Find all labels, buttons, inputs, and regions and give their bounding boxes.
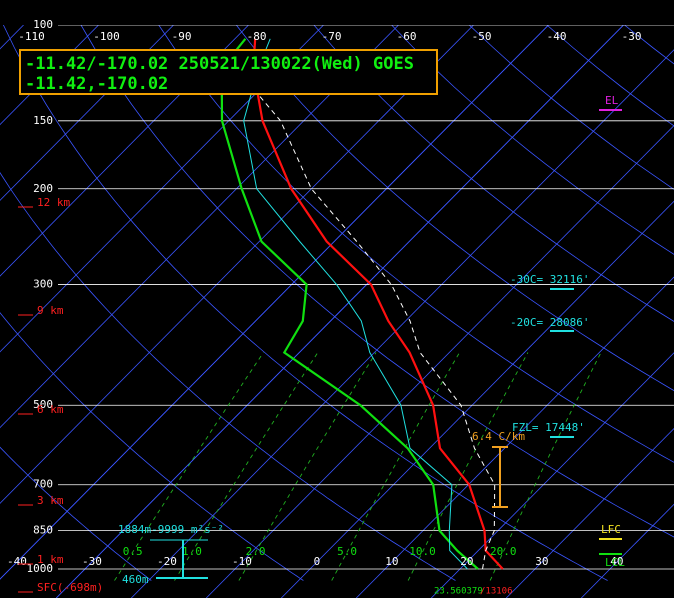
x-tick-label: -50 xyxy=(472,30,492,43)
x-tick-label: -90 xyxy=(172,30,192,43)
dry-adiabat xyxy=(158,25,674,463)
mixing-ratio-label: 5.0 xyxy=(337,545,357,558)
header-line: -11.42,-170.02 xyxy=(25,74,168,94)
lfc-label: LFC xyxy=(601,523,621,536)
height-label: 12 km xyxy=(37,196,70,209)
y-tick-label: 500 xyxy=(33,398,53,411)
label-layer: -110 -100 -90 -80 -70 -60 -50 -40 -30-40 -30 -20 -1… xyxy=(7,18,642,575)
isotherm xyxy=(0,25,99,126)
y-tick-label: 850 xyxy=(33,524,53,537)
mixing-ratio-label: 2.0 xyxy=(246,545,266,558)
x-tick-label: -10 xyxy=(232,555,252,568)
height-markers xyxy=(18,206,33,593)
mixing-ratio-line xyxy=(114,352,264,581)
isotherm xyxy=(431,352,674,598)
x-tick-label: -40 xyxy=(7,555,27,568)
isotherm xyxy=(281,200,674,598)
x-tick-label: 10 xyxy=(385,555,398,568)
profile-line xyxy=(235,67,496,570)
x-tick-label: 40 xyxy=(610,555,623,568)
x-tick-label: -30 xyxy=(622,30,642,43)
dry-adiabat xyxy=(0,171,456,581)
level-label: -30C= 32116' xyxy=(510,273,589,286)
lapse-label: 6.4 C/km xyxy=(472,430,525,443)
mixing-ratio-line xyxy=(489,352,602,581)
mixing-ratio-line xyxy=(174,352,319,581)
mixing-ratio-label: 0.5 xyxy=(123,545,143,558)
x-tick-label: 30 xyxy=(535,555,548,568)
mixing-ratio-line xyxy=(407,352,529,581)
dry-adiabat xyxy=(2,25,608,581)
x-tick-label: -30 xyxy=(82,555,102,568)
height-label: 1 km xyxy=(37,553,64,566)
height-label: 3 km xyxy=(37,494,64,507)
x-tick-label: -80 xyxy=(247,30,267,43)
level-label: -20C= 28086' xyxy=(510,316,589,329)
height-label: 9 km xyxy=(37,304,64,317)
dry-adiabat xyxy=(0,312,304,581)
dry-adiabat xyxy=(0,446,152,581)
height-label: 6 km xyxy=(37,403,64,416)
sfc-height: /13106 xyxy=(480,587,513,597)
lcl-label: LCL xyxy=(605,556,625,569)
profile-line xyxy=(243,38,468,570)
x-tick-label: -100 xyxy=(93,30,120,43)
mixing-ratio-label: 10.0 xyxy=(409,545,436,558)
dry-adiabat xyxy=(235,25,674,392)
mixing-ratio-label: 1.0 xyxy=(182,545,202,558)
helicity-base-label: 460m xyxy=(122,573,149,586)
sfc-values: 23.560379 xyxy=(434,587,483,597)
dry-adiabat xyxy=(313,25,674,322)
mixing-ratio-label: 20.0 xyxy=(490,545,517,558)
y-tick-label: 200 xyxy=(33,182,53,195)
x-tick-label: -60 xyxy=(397,30,417,43)
helicity-label: 1884m-9999 m²s⁻² xyxy=(118,523,224,536)
y-tick-label: 100 xyxy=(33,18,53,31)
y-tick-label: 150 xyxy=(33,114,53,127)
profile-layer xyxy=(220,38,504,570)
profile-line xyxy=(220,38,479,570)
x-tick-label: -20 xyxy=(157,555,177,568)
x-tick-label: -70 xyxy=(322,30,342,43)
isotherm xyxy=(506,428,674,598)
x-tick-label: 20 xyxy=(460,555,473,568)
x-tick-label: 0 xyxy=(314,555,321,568)
dry-adiabat xyxy=(80,25,674,538)
el-label: EL xyxy=(605,94,619,107)
isotherm xyxy=(206,124,674,598)
y-tick-label: 700 xyxy=(33,478,53,491)
mixing-ratio-line xyxy=(331,352,460,581)
dry-adiabat xyxy=(391,25,674,255)
profile-line xyxy=(252,38,504,570)
y-tick-label: 300 xyxy=(33,278,53,291)
x-tick-label: -110 xyxy=(18,30,45,43)
fzl-label: FZL= 17448' xyxy=(512,421,585,434)
header-box xyxy=(19,49,438,95)
x-tick-label: -40 xyxy=(547,30,567,43)
header-line: -11.42/-170.02 250521/130022(Wed) GOES xyxy=(25,54,414,74)
y-tick-label: 1000 xyxy=(27,562,54,575)
height-label: SFC(-698m) xyxy=(37,581,103,594)
